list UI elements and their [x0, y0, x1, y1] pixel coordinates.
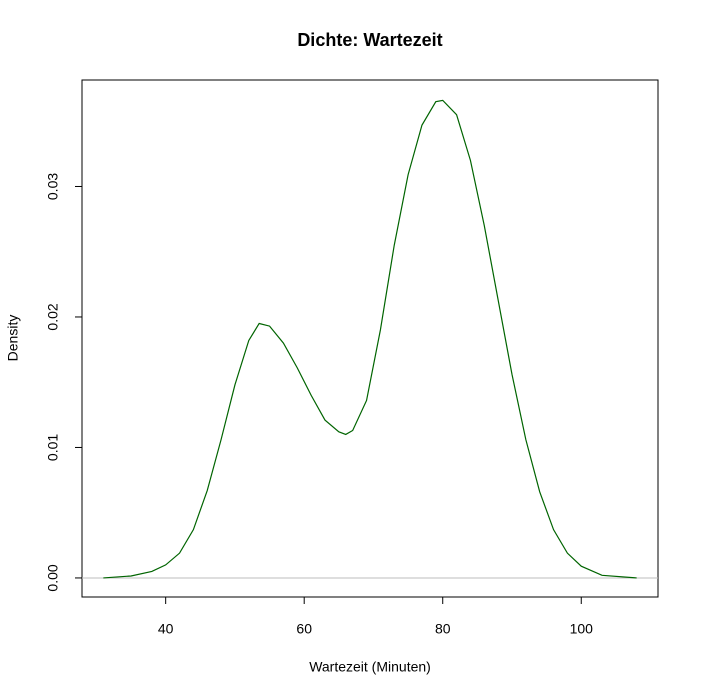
chart-title: Dichte: Wartezeit [297, 30, 442, 50]
y-tick-label: 0.00 [45, 564, 61, 591]
x-tick-label: 80 [435, 621, 451, 637]
y-tick-label: 0.02 [45, 303, 61, 330]
plot-frame [81, 79, 659, 598]
x-tick-label: 60 [296, 621, 312, 637]
density-line [103, 99, 637, 579]
y-tick-label: 0.01 [45, 434, 61, 461]
y-tick-label: 0.03 [45, 173, 61, 200]
x-tick-label: 40 [158, 621, 174, 637]
x-axis-label: Wartezeit (Minuten) [309, 659, 431, 675]
y-axis-label: Density [5, 315, 21, 362]
x-tick-label: 100 [570, 621, 594, 637]
